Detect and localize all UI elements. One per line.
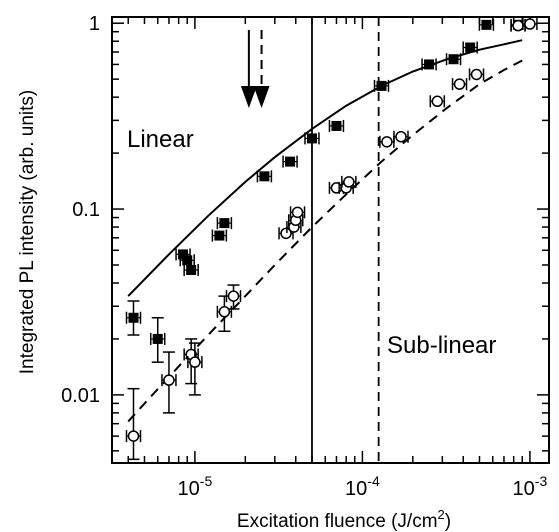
y-tick-label: 1 (89, 13, 100, 35)
data-point-filled-square (376, 80, 387, 91)
x-axis-label-main: Excitation fluence (J/cm (237, 511, 438, 532)
region-label-sublinear: Sub-linear (387, 332, 496, 359)
data-point-open-circle (189, 356, 201, 368)
data-point-filled-square (285, 156, 296, 167)
x-tick-label: 10-3 (513, 473, 548, 500)
x-axis-label: Excitation fluence (J/cm2) (237, 507, 451, 532)
data-point-filled-square (424, 59, 435, 70)
data-point-filled-square (481, 19, 492, 30)
arrow-head (253, 86, 270, 108)
data-point-filled-square (214, 230, 225, 241)
data-point-filled-square (152, 333, 163, 344)
data-point-open-circle (280, 227, 292, 240)
y-axis-label: Integrated PL intensity (arb. units) (17, 90, 38, 374)
data-point-filled-square (219, 218, 230, 229)
data-point-open-circle (343, 176, 355, 188)
data-point-open-circle (431, 95, 444, 108)
data-point-open-circle (218, 306, 231, 318)
data-point-open-circle (453, 78, 466, 90)
data-point-filled-square (186, 264, 197, 275)
data-point-filled-square (465, 42, 476, 53)
data-point-open-circle (381, 136, 393, 148)
data-point-filled-square (306, 133, 317, 144)
data-point-filled-square (178, 249, 189, 260)
data-point-open-circle (291, 206, 304, 219)
data-point-open-circle (512, 19, 524, 32)
data-point-open-circle (470, 68, 483, 81)
y-tick-label: 0.01 (61, 385, 100, 407)
x-tick-label: 10-4 (345, 473, 380, 500)
region-label-linear: Linear (127, 126, 194, 153)
x-tick-label: 10-5 (178, 473, 213, 500)
data-point-open-circle (227, 290, 240, 302)
fit-curve-solid (127, 39, 523, 297)
data-point-open-circle (524, 18, 536, 30)
arrow-head (240, 86, 257, 108)
fit-curve-dashed (127, 59, 523, 423)
data-point-open-circle (127, 430, 140, 442)
data-point-open-circle (395, 130, 407, 143)
plot-frame (111, 16, 550, 464)
y-tick-label: 0.1 (72, 199, 100, 221)
data-point-filled-square (259, 171, 270, 182)
data-point-filled-square (128, 312, 139, 323)
data-point-open-circle (163, 374, 175, 386)
x-axis-label-unit-exp: 2 (438, 507, 445, 522)
data-point-filled-square (182, 255, 193, 266)
data-point-filled-square (448, 54, 459, 65)
data-point-filled-square (331, 120, 342, 131)
x-axis-label-tail: ) (445, 511, 451, 532)
